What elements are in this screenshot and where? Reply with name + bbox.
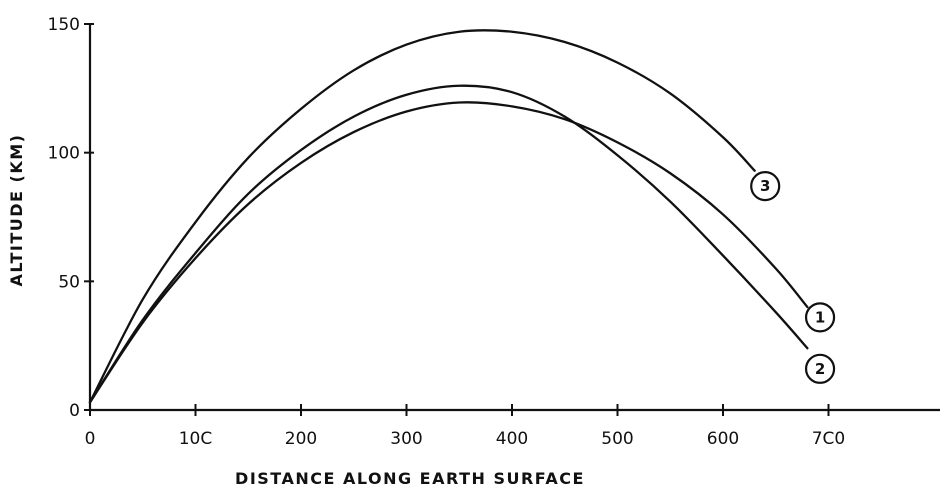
x-tick-label-200: 200 [285, 429, 317, 449]
x-tick-label-500: 500 [601, 429, 633, 449]
x-tick-label-400: 400 [496, 429, 528, 449]
x-tick-label-0: 0 [85, 429, 96, 449]
series-marker-label-3: 3 [760, 177, 770, 195]
x-axis-ticks: 0 10C 200 300 400 500 600 7C0 [85, 404, 846, 449]
series-marker-label-1: 1 [815, 308, 825, 326]
y-tick-label-100: 100 [48, 144, 80, 164]
x-axis-title: DISTANCE ALONG EARTH SURFACE [235, 469, 585, 488]
x-tick-label-100: 10C [179, 429, 213, 449]
series-marker-label-2: 2 [815, 360, 825, 378]
series-marker-1 [804, 302, 836, 333]
x-tick-label-300: 300 [390, 429, 422, 449]
series-labels: 3 1 2 [750, 171, 836, 384]
series-marker-2 [804, 353, 836, 384]
series-marker-3 [750, 171, 781, 202]
x-tick-label-700: 7C0 [812, 429, 846, 449]
series-line-1 [88, 101, 809, 404]
plot-area [88, 24, 940, 412]
y-axis-title: ALTITUDE (KM) [7, 134, 26, 287]
y-tick-label-50: 50 [58, 272, 80, 292]
series-line-2 [88, 84, 809, 404]
series-line-3 [88, 29, 756, 404]
y-axis-ticks: 0 50 100 150 [48, 15, 94, 421]
y-tick-label-150: 150 [48, 15, 80, 35]
series-layer [88, 29, 809, 404]
y-tick-label-0: 0 [69, 401, 80, 421]
x-tick-label-600: 600 [707, 429, 739, 449]
